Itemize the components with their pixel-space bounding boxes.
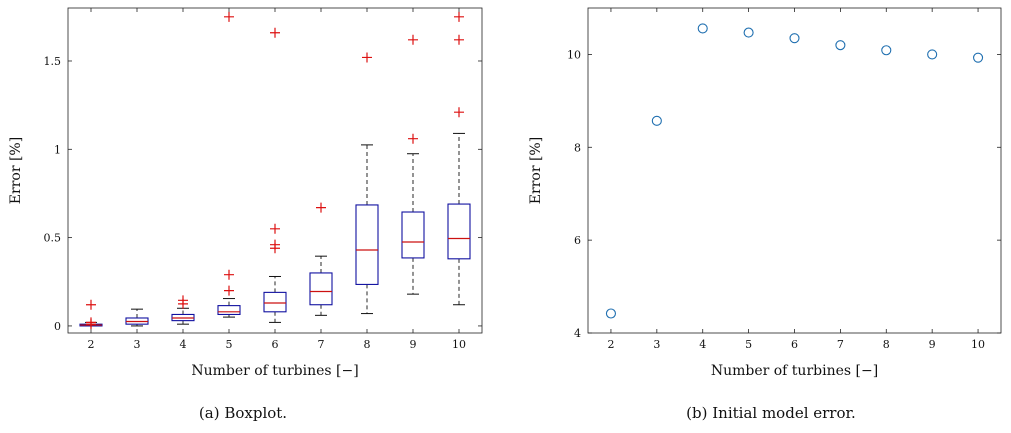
x-tick-label: 3 <box>134 338 141 351</box>
x-tick-label: 5 <box>226 338 233 351</box>
y-tick-label: 1.5 <box>44 55 62 68</box>
outlier-marker <box>316 202 326 213</box>
outlier-marker <box>454 34 464 45</box>
y-tick-label: 8 <box>574 141 581 154</box>
x-axis-label: Number of turbines [−] <box>191 363 358 379</box>
y-axis-label: Error [%] <box>528 137 544 204</box>
x-tick-label: 2 <box>88 338 95 351</box>
x-tick-label: 3 <box>653 338 660 351</box>
outlier-marker <box>408 34 418 45</box>
y-tick-label: 10 <box>567 48 581 61</box>
x-tick-label: 10 <box>971 338 985 351</box>
plot-frame <box>587 7 1002 334</box>
outlier-marker <box>86 299 96 310</box>
x-tick-label: 9 <box>410 338 417 351</box>
outlier-marker <box>178 298 188 309</box>
x-tick-label: 8 <box>883 338 890 351</box>
data-point <box>835 40 846 51</box>
figure-caption: (b) Initial model error. <box>686 404 856 422</box>
box-group-9 <box>401 34 425 295</box>
x-tick-label: 7 <box>837 338 844 351</box>
outlier-marker <box>86 319 96 330</box>
x-tick-label: 9 <box>929 338 936 351</box>
box-group-2 <box>79 299 103 330</box>
box-group-4 <box>171 295 195 325</box>
y-axis-label: Error [%] <box>8 137 24 204</box>
x-tick-label: 4 <box>180 338 187 351</box>
data-point <box>605 308 616 319</box>
x-tick-label: 6 <box>791 338 798 351</box>
box-iqr <box>263 291 287 313</box>
box-group-6 <box>263 27 287 323</box>
outlier-marker <box>224 11 234 22</box>
data-point <box>697 23 708 34</box>
data-point <box>927 49 938 60</box>
box-group-10 <box>447 11 471 306</box>
y-tick-label: 0.5 <box>44 232 62 245</box>
x-tick-label: 5 <box>745 338 752 351</box>
outlier-marker <box>454 107 464 118</box>
data-point <box>743 27 754 38</box>
box-group-5 <box>217 11 241 318</box>
x-tick-label: 4 <box>699 338 706 351</box>
data-point <box>789 33 800 44</box>
x-tick-label: 6 <box>272 338 279 351</box>
boxplot-panel: 2 3 4 5 6 7 8 9 10 0 0.5 1 1.5 Number of turbines [−]… <box>8 7 483 422</box>
data-point <box>973 52 984 63</box>
outlier-marker <box>270 243 280 254</box>
y-tick-label: 6 <box>574 234 581 247</box>
data-point <box>651 115 662 126</box>
outlier-marker <box>454 11 464 22</box>
x-tick-label: 7 <box>318 338 325 351</box>
box-group-3 <box>125 308 149 327</box>
outlier-marker <box>408 133 418 144</box>
outlier-marker <box>362 52 372 63</box>
box-iqr <box>309 272 333 306</box>
figure-caption: (a) Boxplot. <box>199 404 287 422</box>
outlier-marker <box>270 223 280 234</box>
outlier-marker <box>270 27 280 38</box>
scatter-panel: 2 3 4 5 6 7 8 9 10 4 6 8 10 Number of turbines [−] Err… <box>528 7 1002 422</box>
box-iqr <box>447 203 471 260</box>
data-point <box>881 45 892 56</box>
y-tick-label: 1 <box>54 143 61 156</box>
x-tick-label: 2 <box>607 338 614 351</box>
x-tick-label: 8 <box>364 338 371 351</box>
box-group-8 <box>355 52 379 315</box>
box-iqr <box>217 305 241 316</box>
outlier-marker <box>224 285 234 296</box>
outlier-marker <box>224 269 234 280</box>
x-axis-label: Number of turbines [−] <box>711 363 878 379</box>
y-tick-label: 4 <box>574 327 581 340</box>
box-iqr <box>355 204 379 285</box>
box-iqr <box>401 211 425 259</box>
x-tick-label: 10 <box>452 338 466 351</box>
y-tick-label: 0 <box>54 320 61 333</box>
box-group-7 <box>309 202 333 316</box>
